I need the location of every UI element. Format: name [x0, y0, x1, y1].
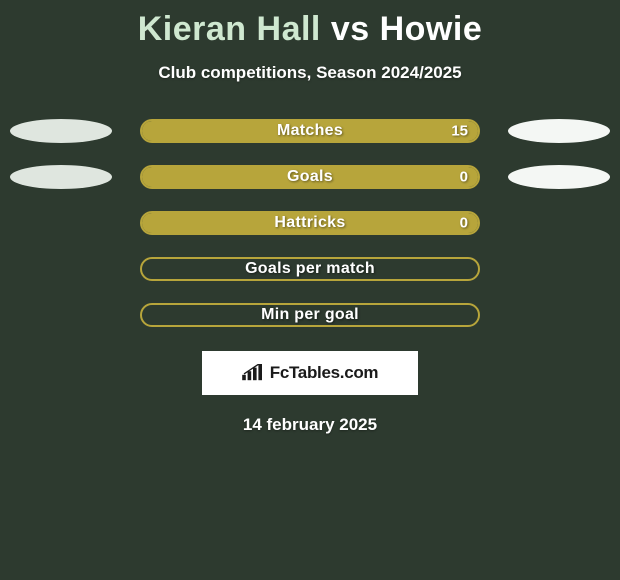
stat-row: Goals per match	[0, 257, 620, 281]
player-marker-left	[10, 119, 112, 143]
stat-label: Goals per match	[245, 260, 375, 278]
title-player2: Howie	[380, 10, 483, 48]
player-marker-right	[508, 165, 610, 189]
date-label: 14 february 2025	[243, 415, 377, 435]
title-vs: vs	[331, 10, 370, 48]
stat-bar: Hattricks 0	[140, 211, 480, 235]
logo-text: FcTables.com	[270, 363, 379, 383]
player-marker-right	[508, 119, 610, 143]
page-title: Kieran Hall vs Howie	[138, 10, 482, 49]
stats-rows: Matches 15 Goals 0 Hattricks 0 Goals per match…	[0, 119, 620, 327]
infographic-container: Kieran Hall vs Howie Club competitions, …	[0, 0, 620, 435]
stat-label: Goals	[287, 168, 333, 186]
stat-bar: Goals 0	[140, 165, 480, 189]
stat-value-right: 15	[451, 123, 468, 140]
barchart-icon	[242, 364, 264, 382]
logo-badge: FcTables.com	[202, 351, 418, 395]
stat-bar: Matches 15	[140, 119, 480, 143]
stat-row: Hattricks 0	[0, 211, 620, 235]
stat-value-right: 0	[460, 215, 468, 232]
stat-bar: Goals per match	[140, 257, 480, 281]
stat-label: Matches	[277, 122, 343, 140]
player-marker-left	[10, 165, 112, 189]
stat-bar: Min per goal	[140, 303, 480, 327]
stat-row: Min per goal	[0, 303, 620, 327]
stat-value-right: 0	[460, 169, 468, 186]
subtitle: Club competitions, Season 2024/2025	[158, 63, 461, 83]
stat-label: Hattricks	[274, 214, 345, 232]
stat-row: Goals 0	[0, 165, 620, 189]
stat-label: Min per goal	[261, 306, 359, 324]
stat-row: Matches 15	[0, 119, 620, 143]
title-player1: Kieran Hall	[138, 10, 321, 48]
